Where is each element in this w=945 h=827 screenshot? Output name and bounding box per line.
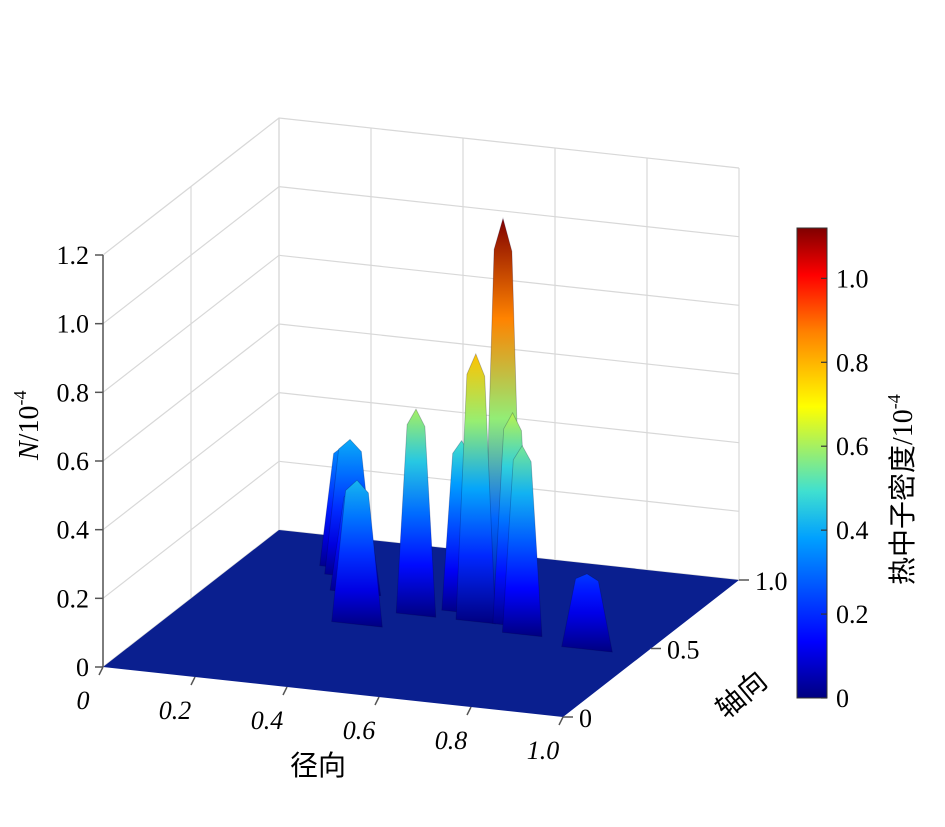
x-tick-label: 0.8 [435,726,468,755]
y-tick-label: 0 [579,704,592,733]
grid-line [102,186,740,325]
axes: 0 0.2 0.4 0.6 0.8 1.0 1.2 0 0.2 0.4 0.6 0.8 1.0 0 0.5 1… [57,241,788,765]
x-tick [466,706,472,716]
colorbar-tick-label: 0.6 [836,432,869,461]
y-tick-label: 1.0 [755,567,788,596]
z-tick-label: 1.2 [57,241,90,270]
z-tick-label: 0.6 [57,447,90,476]
z-tick-label: 0.2 [57,584,90,613]
z-tick-label: 1.0 [57,310,90,339]
colorbar: 0 0.2 0.4 0.6 0.8 1.0 热中子密度/10-4 [796,227,919,713]
z-tick-label: 0.4 [57,516,90,545]
x-tick-label: 0.6 [343,716,376,745]
grid-line [102,117,740,256]
z-axis-title: N/10-4 [10,391,45,461]
grid-line [102,254,740,393]
colorbar-label: 热中子密度/10-4 [884,394,919,585]
z-tick-label: 0.8 [57,378,90,407]
surface-peak [501,444,543,638]
surface-peak [395,408,437,618]
colorbar-tick-label: 0 [836,684,849,713]
x-tick [190,676,196,686]
x-tick-label: 1.0 [527,736,560,765]
x-tick [98,666,104,676]
x-axis-title: 径向 [290,750,346,782]
colorbar-tick-label: 0.2 [836,600,869,629]
y-axis-title: 轴向 [710,665,773,726]
x-tick-label: 0 [77,686,90,715]
colorbar-gradient [796,227,828,699]
x-tick [558,716,564,726]
surface-peak [561,573,613,653]
colorbar-tick-label: 1.0 [836,264,869,293]
x-tick-label: 0.2 [159,696,192,725]
colorbar-tick-label: 0.8 [836,348,869,377]
colorbar-tick-label: 0.4 [836,516,869,545]
y-tick-label: 0.5 [667,636,700,665]
x-tick-label: 0.4 [251,706,284,735]
surface-floor [103,530,739,717]
x-tick [374,696,380,706]
z-tick-label: 0 [76,653,89,682]
surface-plot [103,217,739,717]
surface-peak [331,479,383,628]
x-tick [282,686,288,696]
surface-peak [455,352,497,625]
